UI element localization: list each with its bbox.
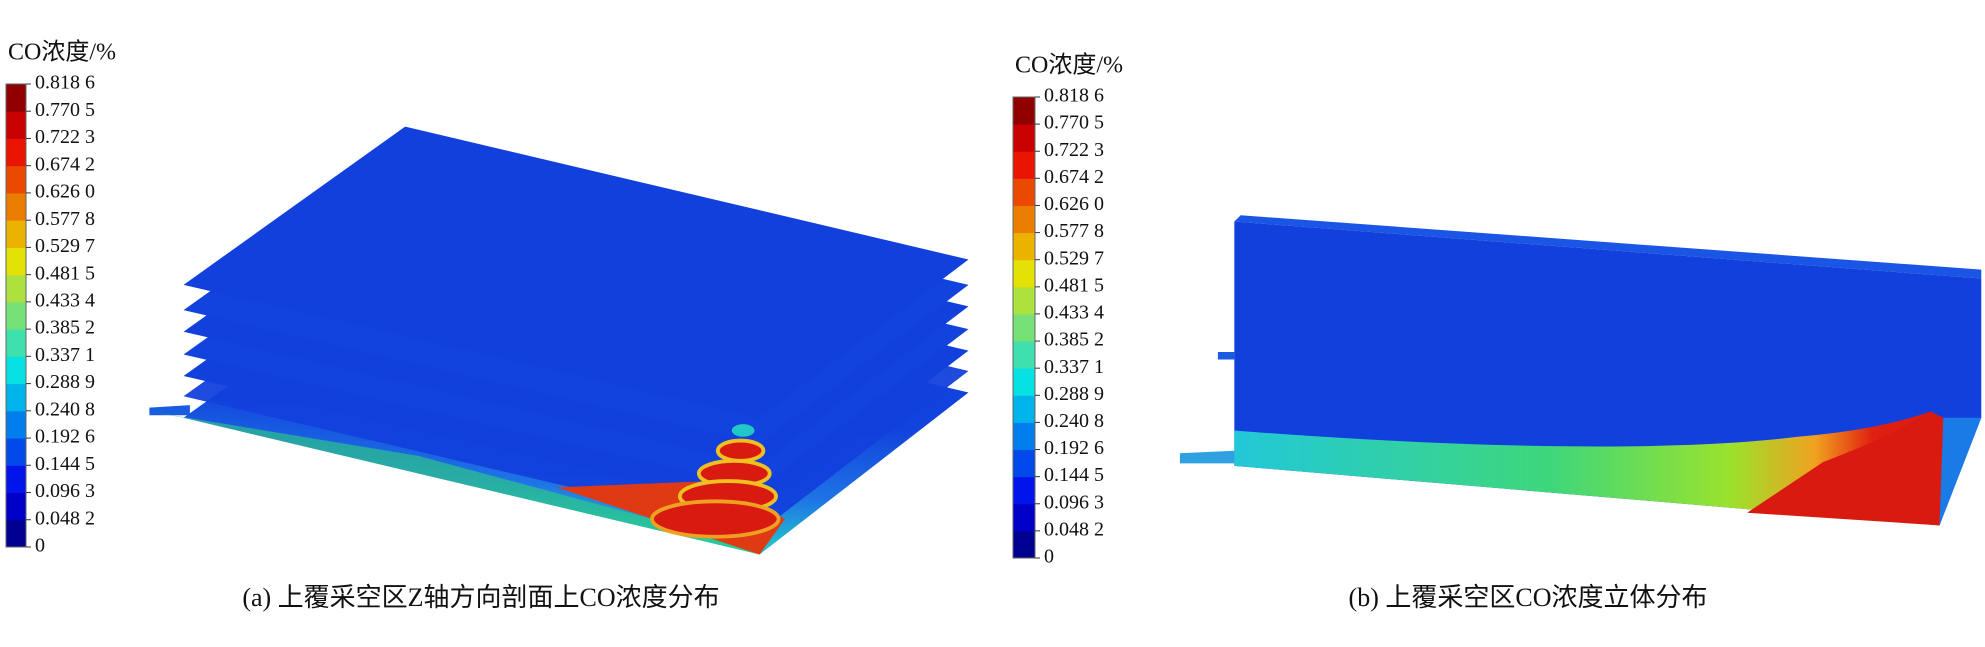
colorbar-tick-label: 0 (1044, 546, 1054, 568)
colorbar-band (1013, 476, 1035, 505)
colorbar-band (1013, 313, 1035, 342)
colorbar-tick-label: 0.192 6 (1044, 437, 1104, 459)
colorbar-band (6, 410, 26, 439)
colorbar-band (1013, 422, 1035, 451)
colorbar-tick-label: 0.674 2 (35, 153, 95, 175)
colorbar-band (6, 165, 26, 194)
colorbar-tick-label: 0.481 5 (1044, 274, 1104, 296)
colorbar-tick-label: 0.577 8 (35, 208, 95, 230)
colorbar-frame (1012, 96, 1036, 559)
caption: (b) 上覆采空区CO浓度立体分布 (1349, 583, 1708, 612)
colorbar-band (6, 192, 26, 221)
colorbar-tick-label: 0.337 1 (35, 344, 95, 366)
colorbar-band (1013, 449, 1035, 478)
colorbar-band (6, 329, 26, 357)
colorbar-band (6, 492, 26, 521)
colorbar-band (6, 465, 26, 494)
colorbar-tick-label: 0.048 2 (35, 507, 95, 529)
colorbar-band (6, 438, 26, 466)
colorbar-band (1013, 259, 1035, 288)
colorbar-tick-label: 0.144 5 (1044, 464, 1104, 486)
colorbar-tick-label: 0.288 9 (1044, 383, 1104, 405)
colorbar-band (6, 356, 26, 385)
colorbar-tick-label: 0.385 2 (35, 317, 95, 339)
colorbar-tick-label: 0.770 5 (35, 99, 95, 121)
colorbar-tick-label: 0.481 5 (35, 262, 95, 284)
colorbar-band (1013, 530, 1035, 559)
colorbar-tick-label: 0.577 8 (1044, 220, 1104, 242)
colorbar-tick-label: 0.818 6 (1044, 85, 1104, 107)
colorbar-band (1013, 286, 1035, 315)
colorbar-band (1013, 178, 1035, 206)
caption: (a) 上覆采空区Z轴方向剖面上CO浓度分布 (242, 583, 719, 612)
colorbar-band (6, 84, 26, 112)
colorbar-tick-label: 0.048 2 (1044, 518, 1104, 540)
colorbar-title: CO浓度/% (1015, 52, 1123, 79)
colorbar-band (1013, 395, 1035, 423)
colorbar-band (6, 301, 26, 330)
colorbar-tick-label: 0.337 1 (1044, 356, 1104, 378)
colorbar-band (6, 247, 26, 276)
colorbar-band (6, 138, 26, 167)
colorbar-band (6, 274, 26, 303)
colorbar-tick-label: 0.240 8 (1044, 410, 1104, 432)
colorbar-tick-label: 0.192 6 (35, 426, 95, 448)
colorbar-band (1013, 205, 1035, 234)
colorbar-band (1013, 97, 1035, 125)
colorbar-band (1013, 232, 1035, 261)
colorbar-tick-label: 0.674 2 (1044, 166, 1104, 188)
render-a (149, 126, 969, 555)
colorbar-tick-label: 0.626 0 (35, 181, 95, 203)
colorbar-tick-label: 0.529 7 (1044, 247, 1104, 269)
colorbar-tick-label: 0 (35, 535, 45, 557)
colorbar-tick-label: 0.385 2 (1044, 329, 1104, 351)
colorbar-band (6, 220, 26, 248)
colorbar-band (6, 519, 26, 548)
colorbar-band (1013, 151, 1035, 179)
colorbar-tick-label: 0.433 4 (35, 289, 95, 311)
colorbar-tick-label: 0.818 6 (35, 72, 95, 94)
colorbar-tick-label: 0.096 3 (1044, 491, 1104, 513)
colorbar-tick-label: 0.529 7 (35, 235, 95, 257)
colorbar-tick-label: 0.144 5 (35, 453, 95, 475)
colorbar-band (1013, 341, 1035, 369)
colorbar-band (6, 111, 26, 139)
colorbar-tick-label: 0.722 3 (35, 126, 95, 148)
colorbar-tick-label: 0.288 9 (35, 371, 95, 393)
colorbar-tick-label: 0.626 0 (1044, 193, 1104, 215)
colorbar-title: CO浓度/% (8, 39, 116, 66)
colorbar-tick-label: 0.433 4 (1044, 302, 1104, 324)
colorbar-band (6, 383, 26, 412)
colorbar-tick-label: 0.722 3 (1044, 139, 1104, 161)
colorbar-band (1013, 503, 1035, 532)
render-b (1179, 215, 1982, 526)
colorbar-tick-label: 0.096 3 (35, 480, 95, 502)
colorbar-tick-label: 0.770 5 (1044, 112, 1104, 134)
colorbar-tick-label: 0.240 8 (35, 398, 95, 420)
colorbar-band (1013, 124, 1035, 152)
colorbar-frame (5, 83, 27, 548)
colorbar-band (1013, 368, 1035, 396)
